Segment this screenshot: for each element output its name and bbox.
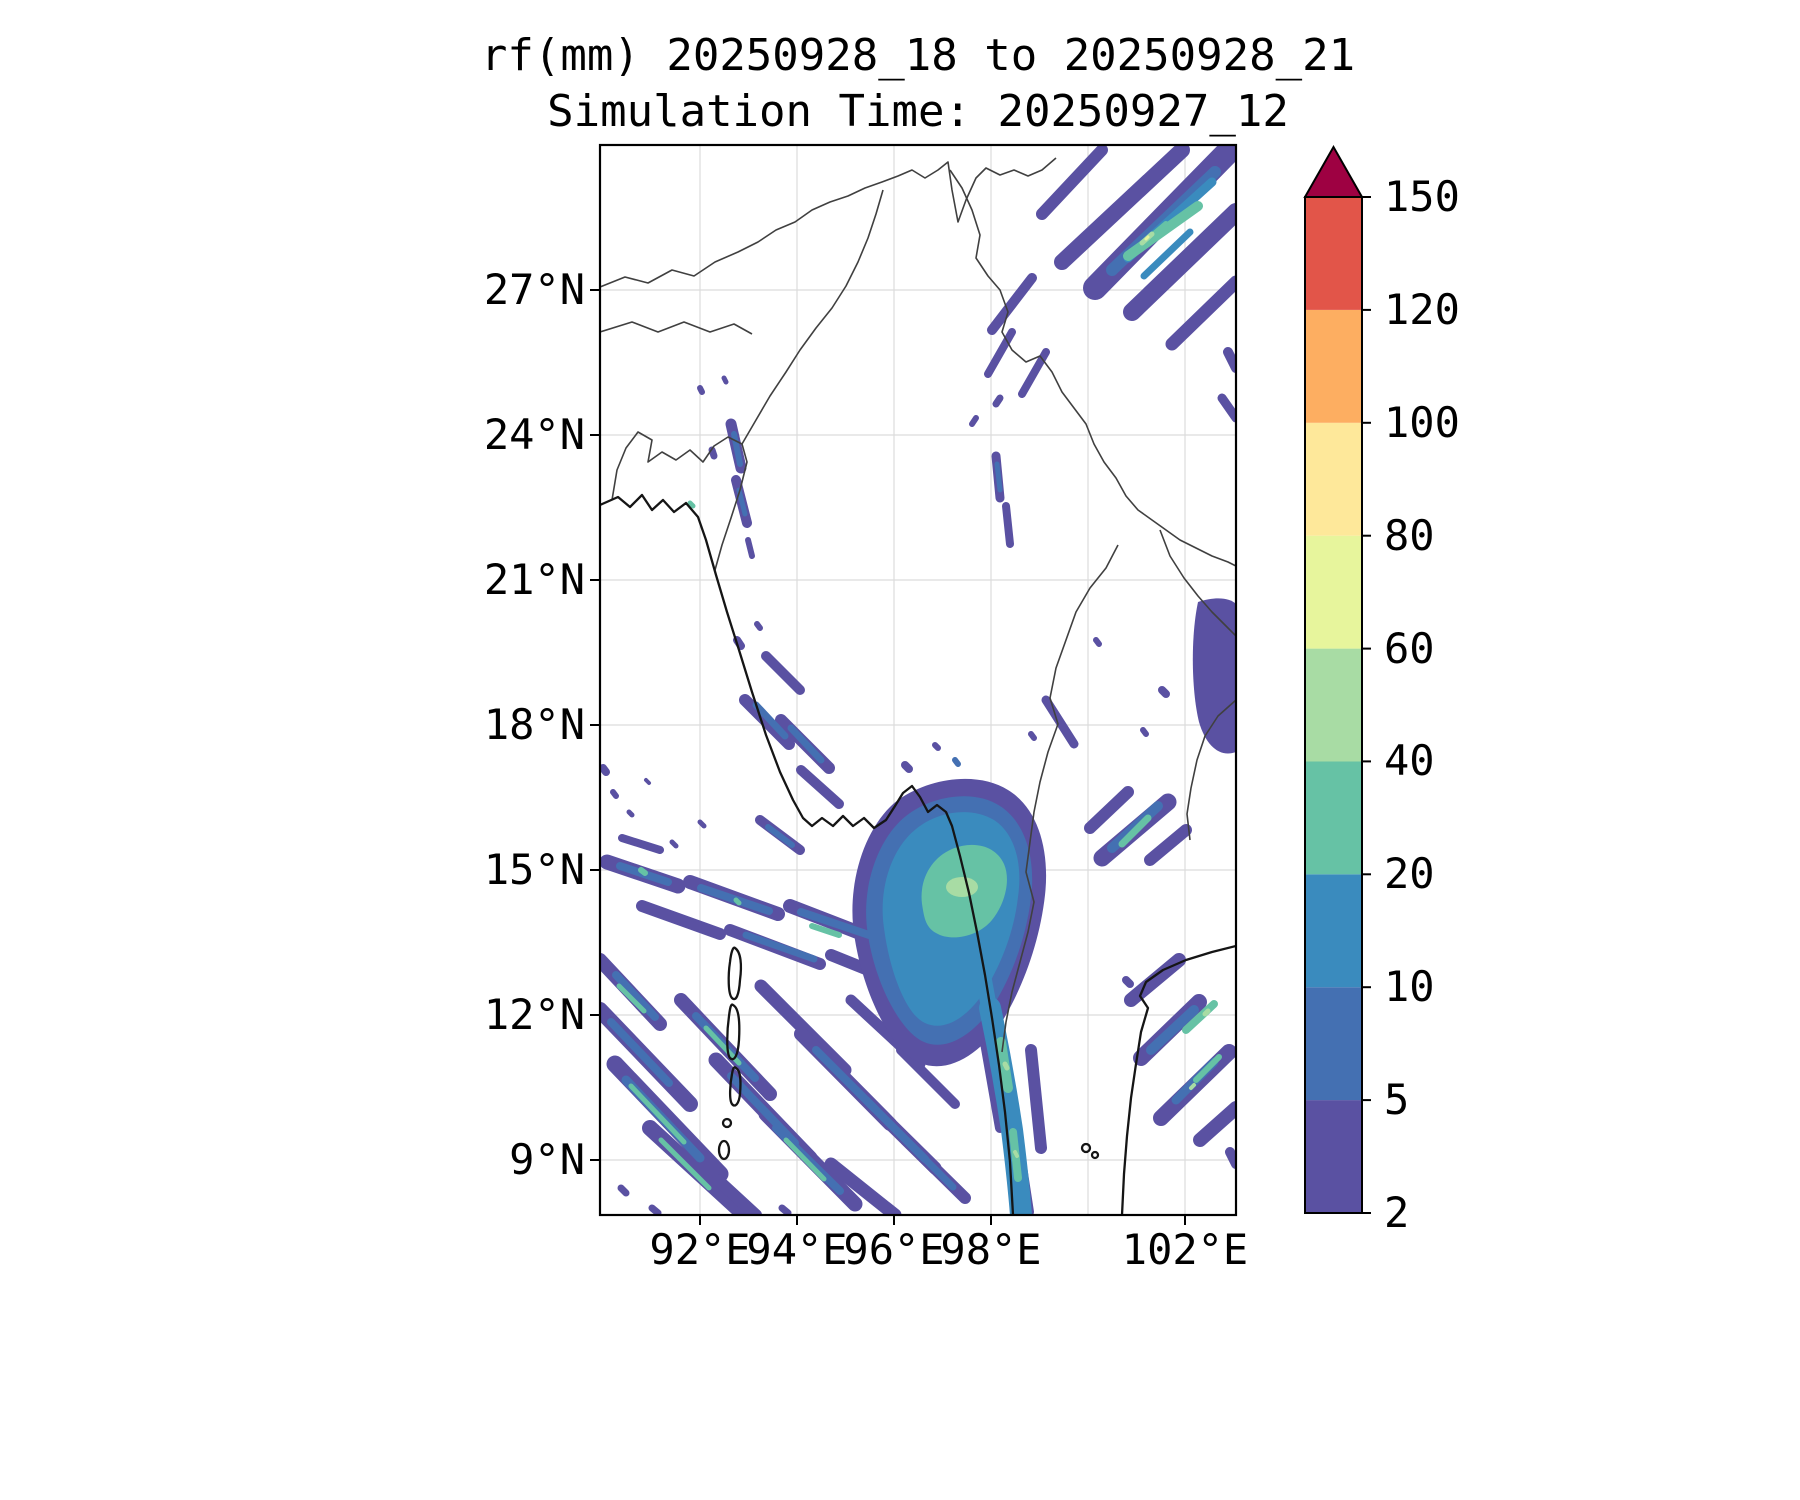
rain-level-40-60-blobs [946,877,978,897]
colorbar-seg-2-5 [1305,1100,1362,1213]
colorbar-seg-40-60 [1305,648,1362,762]
coastlines [600,493,1236,1215]
colorbar-seg-120-150 [1305,197,1362,310]
border-lines [600,157,1236,1053]
cbar-label-40: 40 [1384,736,1435,785]
xtick-92e: 92°E [649,1225,751,1274]
cbar-label-5: 5 [1384,1075,1410,1124]
border-mekong [1186,699,1236,841]
border-bangladesh [611,431,748,571]
border-laos-north [1159,529,1236,637]
border-himalaya [600,157,1057,288]
coast-mainland [600,493,1015,1215]
coast-islet [721,1117,733,1129]
cbar-label-10: 10 [1384,962,1435,1011]
coast-andaman-south [728,1066,742,1107]
colorbar-tick-marks [1362,196,1371,1214]
colorbar-segments [1305,197,1362,1213]
coast-andaman-north [727,946,743,1001]
border-assam [600,321,753,335]
border-myanmar-china [949,169,1236,567]
ytick-21n: 21°N [483,555,585,604]
border-india-myanmar [741,189,884,445]
colorbar-seg-100-120 [1305,309,1362,423]
colorbar [1303,144,1371,1214]
map-plot [590,143,1238,1225]
ytick-15n: 15°N [483,845,585,894]
coast-islet-samui [1080,1142,1092,1154]
colorbar-seg-80-100 [1305,422,1362,536]
coast-islet-phangan [1090,1150,1100,1160]
coast-andaman-middle [726,1003,741,1061]
ytick-27n: 27°N [483,265,585,314]
cbar-label-20: 20 [1384,849,1435,898]
ytick-12n: 12°N [483,990,585,1039]
colorbar-seg-20-40 [1305,761,1362,875]
cbar-label-80: 80 [1384,511,1435,560]
rain-level-60-80 [1144,235,1150,241]
cbar-label-120: 120 [1384,285,1460,334]
colorbar-seg-10-20 [1305,874,1362,988]
border-myanmar-thailand [1001,544,1119,1053]
xtick-94e: 94°E [746,1225,848,1274]
colorbar-seg-5-10 [1305,987,1362,1101]
xtick-98e: 98°E [940,1225,1042,1274]
xtick-96e: 96°E [843,1225,945,1274]
ytick-24n: 24°N [483,410,585,459]
colorbar-outline [1304,196,1363,1214]
figure-subtitle: Simulation Time: 20250927_12 [547,86,1289,137]
plot-frame [598,143,1238,1217]
xtick-102e: 102°E [1121,1225,1249,1274]
coast-gulf-of-thailand [1120,944,1236,1215]
figure-title: rf(mm) 20250928_18 to 20250928_21 [480,30,1356,81]
ytick-9n: 9°N [509,1135,585,1184]
cbar-label-2: 2 [1384,1188,1410,1237]
coast-little-andaman [717,1139,731,1161]
colorbar-over-arrow [1303,144,1364,198]
cbar-label-100: 100 [1384,398,1460,447]
colorbar-seg-60-80 [1305,535,1362,649]
ytick-18n: 18°N [483,700,585,749]
rain-level-20-40 [616,201,1222,1191]
cbar-label-150: 150 [1384,172,1460,221]
cbar-label-60: 60 [1384,624,1435,673]
axis-tick-marks [590,289,1186,1225]
